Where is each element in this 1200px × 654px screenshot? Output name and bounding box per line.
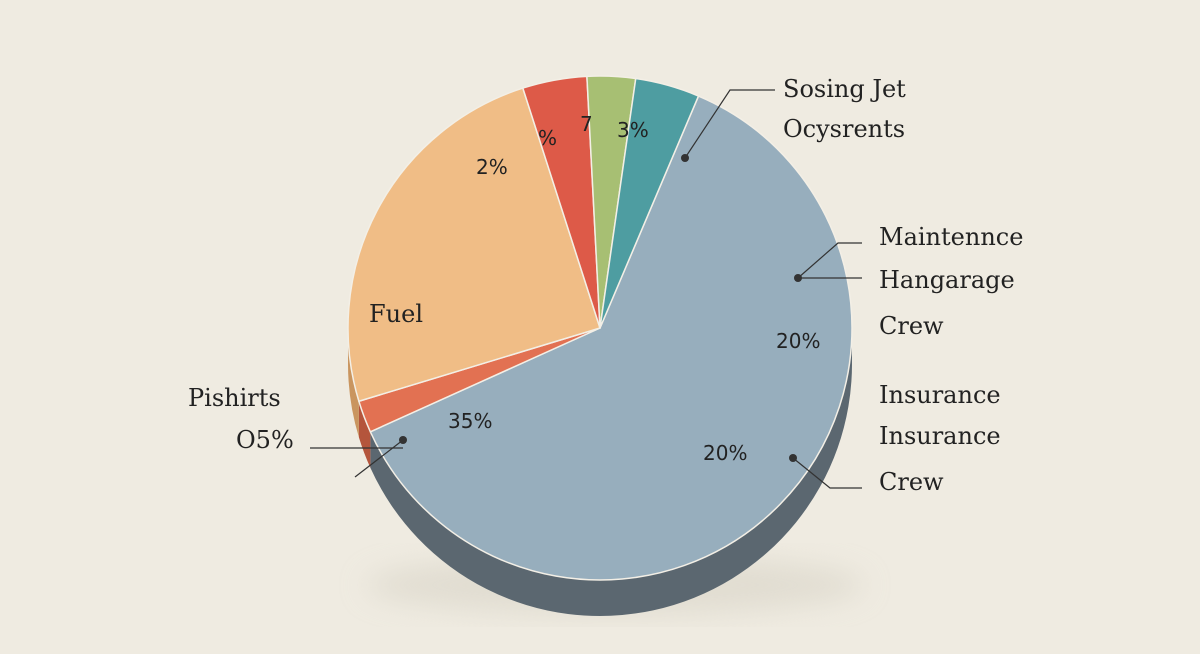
slice-label-teal: 3% bbox=[617, 118, 649, 142]
label-fuel: Fuel bbox=[369, 300, 423, 328]
leader-dot-left bbox=[399, 436, 407, 444]
label-right-2: Hangarage bbox=[879, 266, 1015, 294]
slice-teal bbox=[599, 77, 700, 329]
leader-dot-crew-bottom bbox=[789, 454, 797, 462]
leader-dot-maintenance bbox=[794, 274, 802, 282]
label-right-6: Crew bbox=[879, 468, 944, 496]
label-right-1: Maintennce bbox=[879, 223, 1023, 251]
slice-side-blue bbox=[370, 328, 853, 617]
label-right-4: Insurance bbox=[879, 381, 1001, 409]
slice-label-red: % bbox=[538, 126, 557, 150]
leader-line-left-2 bbox=[354, 439, 404, 478]
leader-dot-top bbox=[681, 154, 689, 162]
leader-line-top bbox=[684, 89, 775, 159]
pie-slices bbox=[347, 75, 853, 617]
label-left-pct: O5% bbox=[236, 426, 294, 454]
label-right-5: Insurance bbox=[879, 422, 1001, 450]
pct-right-1: 20% bbox=[776, 329, 820, 353]
label-right-3: Crew bbox=[879, 312, 944, 340]
leader-line-crew-bottom bbox=[792, 457, 862, 489]
leader-line-maintenance bbox=[797, 242, 862, 279]
slice-side-orange bbox=[358, 401, 371, 468]
label-top-1: Sosing Jet bbox=[783, 75, 906, 103]
slice-label-peach: 2% bbox=[476, 155, 508, 179]
pct-right-2: 20% bbox=[703, 441, 747, 465]
slice-peach bbox=[347, 87, 601, 402]
slice-label-blue: 35% bbox=[448, 409, 492, 433]
label-top-2: Ocysrents bbox=[783, 115, 905, 143]
leader-lines bbox=[310, 89, 862, 489]
slice-blue bbox=[369, 95, 853, 581]
slice-label-green: 7 bbox=[580, 112, 593, 136]
label-left-name: Pishirts bbox=[188, 384, 281, 412]
